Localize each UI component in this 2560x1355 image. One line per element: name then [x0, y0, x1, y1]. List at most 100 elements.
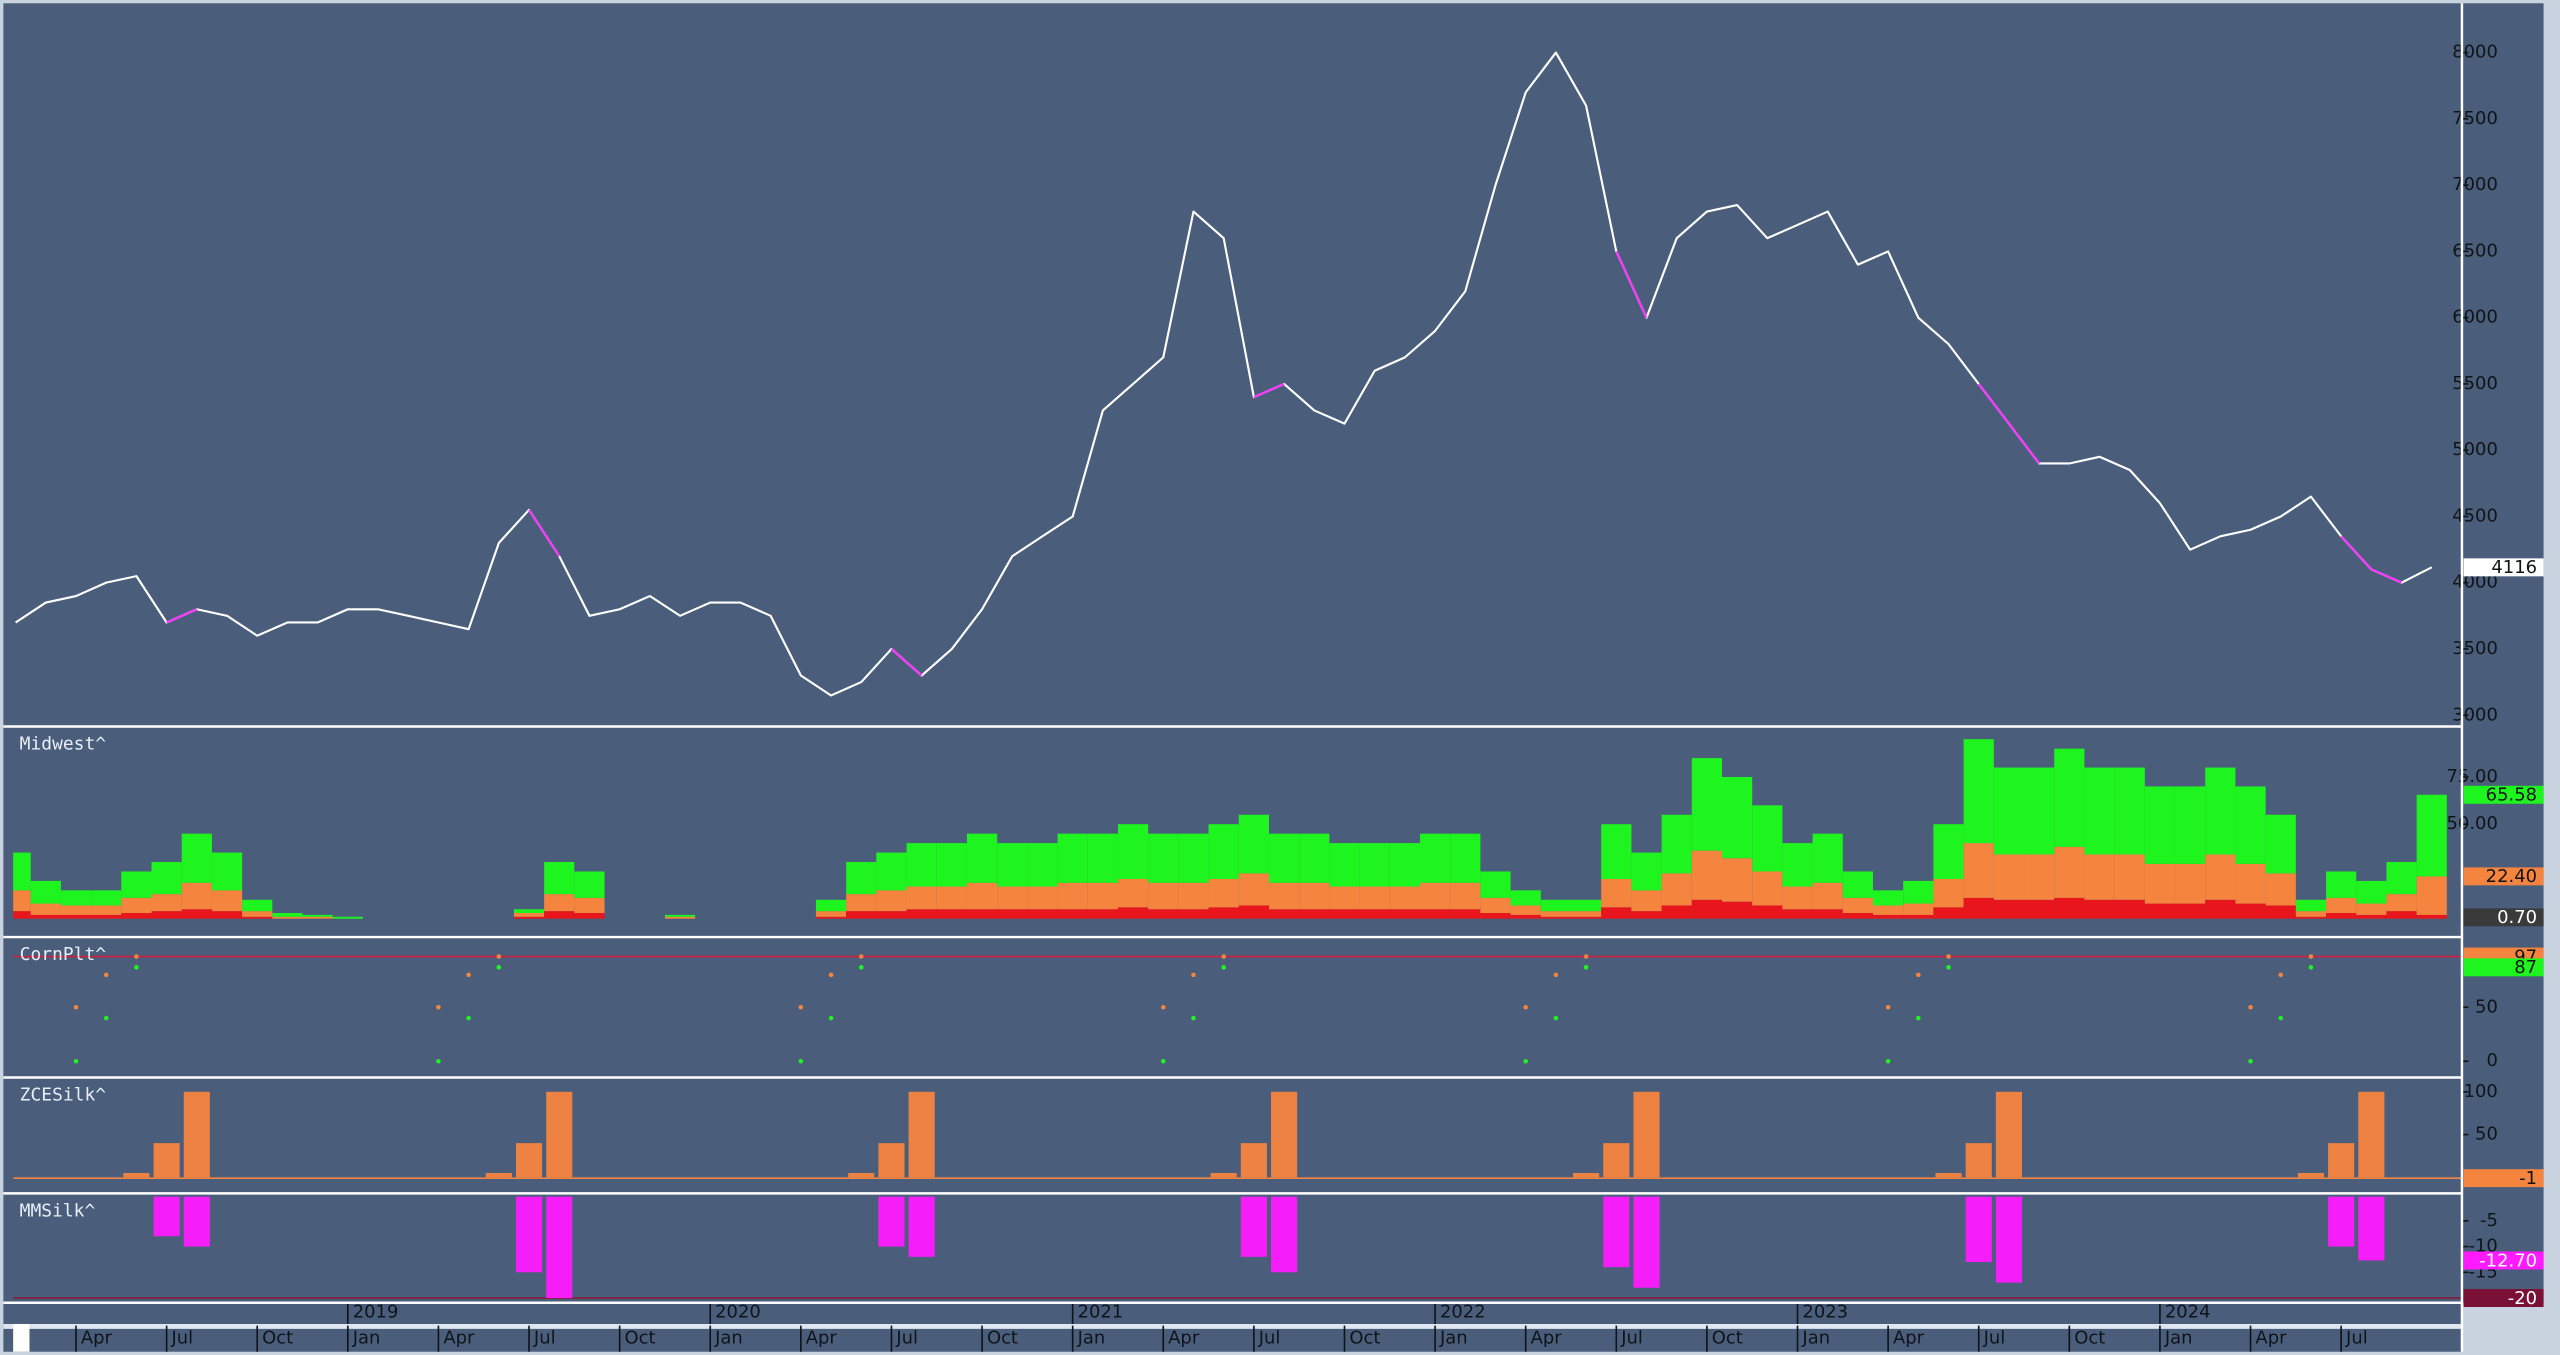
- x-tick-label: Apr: [443, 1328, 475, 1349]
- pane-title: CornPlt^: [20, 944, 107, 965]
- value-tag: [2463, 867, 2544, 886]
- bar: [1573, 1173, 1600, 1178]
- stacked-segment: [966, 882, 998, 910]
- price-line: [166, 250, 2402, 677]
- stacked-segment: [2295, 899, 2327, 912]
- stacked-segment: [1148, 833, 1179, 883]
- chart-background: [3, 3, 2544, 1303]
- stacked-segment: [1299, 909, 1330, 919]
- stacked-segment: [906, 909, 937, 919]
- stacked-segment: [1601, 879, 1632, 908]
- stacked-segment: [1752, 871, 1783, 906]
- stacked-segment: [1359, 886, 1390, 910]
- stacked-segment: [2416, 794, 2447, 877]
- point: [496, 954, 502, 959]
- point: [1885, 1058, 1891, 1064]
- stacked-segment: [1722, 858, 1753, 902]
- stacked-segment: [664, 916, 696, 919]
- stacked-segment: [211, 911, 243, 919]
- stacked-segment: [1329, 843, 1360, 887]
- stacked-segment: [2205, 767, 2236, 855]
- point: [2308, 965, 2314, 970]
- stacked-segment: [13, 890, 31, 912]
- stacked-segment: [574, 897, 605, 914]
- year-label: 2019: [353, 1302, 399, 1323]
- stacked-segment: [846, 894, 877, 912]
- stacked-segment: [151, 911, 182, 919]
- stacked-segment: [1993, 899, 2025, 919]
- stacked-segment: [876, 911, 907, 919]
- point: [73, 1004, 79, 1010]
- stacked-segment: [2144, 863, 2176, 904]
- stacked-segment: [1933, 824, 1964, 880]
- point: [858, 954, 864, 959]
- stacked-segment: [1601, 824, 1632, 880]
- bar: [546, 1091, 573, 1178]
- y-tick-label: 8000: [2452, 42, 2498, 63]
- y-tick-label: -10: [2469, 1236, 2498, 1257]
- point: [1583, 954, 1589, 959]
- stacked-segment: [1691, 758, 1723, 851]
- point: [1191, 1015, 1196, 1021]
- stacked-segment: [1027, 886, 1058, 910]
- stacked-segment: [664, 914, 696, 917]
- stacked-segment: [121, 871, 152, 898]
- x-tick-label: Jul: [1620, 1328, 1643, 1349]
- stacked-segment: [211, 852, 243, 891]
- stacked-segment: [1842, 871, 1874, 898]
- stacked-segment: [2175, 786, 2206, 864]
- stacked-segment: [997, 843, 1028, 887]
- stacked-segment: [1208, 907, 1239, 919]
- bar: [2328, 1143, 2355, 1178]
- stacked-segment: [1873, 905, 1904, 915]
- stacked-segment: [1268, 909, 1300, 919]
- stacked-segment: [1570, 911, 1602, 917]
- point: [1885, 1004, 1891, 1010]
- stacked-segment: [906, 886, 937, 910]
- stacked-segment: [1601, 907, 1632, 919]
- stacked-segment: [1057, 882, 1088, 910]
- point: [828, 972, 834, 978]
- x-tick-label: Jul: [533, 1328, 556, 1349]
- stacked-segment: [1208, 879, 1239, 908]
- stacked-segment: [1510, 905, 1541, 915]
- stacked-segment: [1842, 913, 1874, 919]
- stacked-segment: [2114, 767, 2145, 855]
- bar: [485, 1173, 512, 1178]
- stacked-segment: [1087, 909, 1118, 919]
- value-tag-label: 0.70: [2497, 907, 2537, 928]
- scroll-handle[interactable]: [13, 1323, 30, 1352]
- stacked-segment: [1631, 852, 1662, 891]
- y-tick-label: 4000: [2452, 572, 2498, 593]
- stacked-segment: [2144, 786, 2176, 864]
- year-label: 2024: [2165, 1302, 2211, 1323]
- stacked-segment: [876, 852, 907, 891]
- bar: [515, 1143, 543, 1178]
- stacked-segment: [513, 909, 545, 914]
- stacked-segment: [1389, 886, 1420, 910]
- stacked-segment: [332, 916, 363, 919]
- stacked-segment: [513, 913, 545, 917]
- stacked-segment: [2114, 899, 2145, 919]
- stacked-segment: [815, 916, 847, 919]
- stacked-segment: [1450, 882, 1481, 910]
- stacked-segment: [997, 886, 1028, 910]
- point: [1523, 1058, 1528, 1064]
- stacked-segment: [1117, 879, 1149, 908]
- stacked-segment: [936, 886, 967, 910]
- stacked-segment: [1963, 897, 1994, 919]
- stacked-segment: [2205, 899, 2236, 919]
- stacked-segment: [936, 909, 967, 919]
- bar: [183, 1091, 210, 1178]
- year-label: 2021: [1078, 1302, 1124, 1323]
- bar: [908, 1196, 935, 1257]
- stacked-segment: [936, 843, 967, 887]
- stacked-segment: [1510, 914, 1541, 919]
- x-tick-label: Oct: [262, 1328, 293, 1349]
- x-tick-label: Apr: [1531, 1328, 1563, 1349]
- y-tick-label: 0: [2486, 1050, 2497, 1071]
- stacked-segment: [1903, 914, 1934, 919]
- stacked-segment: [1359, 909, 1390, 919]
- stacked-segment: [1117, 907, 1149, 919]
- point: [1191, 972, 1196, 978]
